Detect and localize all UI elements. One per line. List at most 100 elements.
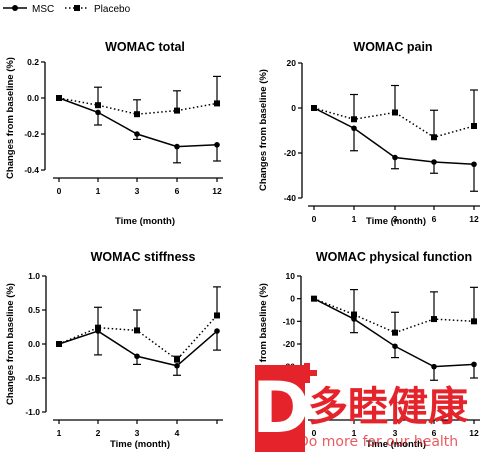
placebo-data-point [431,134,437,141]
panel-title: WOMAC total [105,40,185,54]
x-tick-label: 12 [469,428,479,438]
placebo-data-point [174,356,180,363]
x-tick-label: 1 [57,428,62,438]
msc-data-point [392,154,398,161]
placebo-data-point [56,95,62,101]
y-tick-label: 0 [291,103,296,113]
watermark-logo-letter: D [252,367,310,449]
y-axis-label: Changes from baseline (%) [5,283,16,405]
msc-data-point [214,142,220,148]
placebo-series-line [58,314,218,361]
placebo-data-point [392,109,398,116]
msc-data-point [471,361,477,368]
x-tick-label: 1 [352,428,357,438]
msc-data-point [471,161,477,168]
legend: MSC Placebo [3,4,131,15]
y-tick-label: -0.2 [24,129,39,139]
legend-placebo-label: Placebo [94,4,131,15]
legend-placebo-marker [74,5,80,11]
msc-series-line [58,330,218,367]
placebo-data-point [134,111,140,118]
placebo-data-point [431,316,437,323]
panel-title: WOMAC stiffness [91,250,196,264]
x-tick-label: 0 [312,214,317,224]
msc-data-point [351,316,357,322]
y-axis-label: Changes from baseline (%) [258,283,269,405]
x-tick-label: 3 [135,186,140,196]
y-tick-label: 0.2 [27,57,39,67]
x-tick-label: 3 [393,214,398,224]
x-tick-label: 12 [469,214,479,224]
placebo-data-point [56,341,62,347]
panel-womac-total: WOMAC total Changes from baseline (%) Ti… [5,40,223,227]
placebo-data-point [134,327,140,334]
placebo-data-point [174,107,180,114]
watermark-cn-text: 多睦健康 [308,384,468,430]
watermark-plus-v [304,363,310,383]
placebo-data-point [351,311,357,318]
msc-data-point [174,362,180,369]
x-axis-label: Time (month) [115,216,175,227]
msc-data-point [431,159,437,165]
legend-msc-marker [12,5,18,11]
x-tick-label: 12 [212,186,222,196]
msc-data-point [351,125,357,132]
y-tick-label: -20 [283,339,296,349]
y-axis-label: Changes from baseline (%) [5,57,16,179]
x-tick-label: 0 [57,186,62,196]
msc-data-point [431,363,437,370]
x-tick-label: 1 [96,186,101,196]
msc-data-point [95,109,101,116]
placebo-data-point [95,102,101,109]
panel-womac-stiffness: WOMAC stiffness Changes from baseline (%… [5,250,223,450]
watermark-logo-block [255,365,305,452]
x-tick-label: 6 [175,186,180,196]
y-tick-label: 0.0 [27,93,39,103]
x-tick-label: 6 [432,214,437,224]
y-tick-label: -0.4 [24,165,39,175]
x-tick-label: 0 [312,428,317,438]
placebo-data-point [351,116,357,123]
placebo-series-line [58,97,218,115]
y-tick-label: -20 [284,148,297,158]
placebo-data-point [471,318,477,325]
x-tick-label: 3 [135,428,140,438]
msc-data-point [134,353,140,360]
y-tick-label: 0.5 [28,305,40,315]
watermark: D 多睦健康 Do more for our health [252,363,468,452]
msc-data-point [174,143,180,150]
y-tick-label: 1.0 [28,271,40,281]
y-tick-label: -10 [283,316,296,326]
placebo-data-point [214,100,220,107]
placebo-data-point [471,123,477,129]
watermark-en-text: Do more for our health [298,434,458,450]
panel-title: WOMAC physical function [316,250,472,264]
placebo-series-line [313,297,475,334]
y-axis-label: Changes from baseline (%) [258,69,269,191]
x-tick-label: 4 [175,428,180,438]
y-tick-label: -0.5 [25,373,40,383]
legend-msc-label: MSC [32,4,54,15]
x-axis-label: Time (month) [366,216,426,227]
x-tick-label: 3 [393,428,398,438]
y-tick-label: 20 [287,58,297,68]
x-tick-label: 6 [432,428,437,438]
x-axis-label: Time (month) [366,439,426,450]
y-tick-label: 10 [286,271,296,281]
x-axis-label: Time (month) [110,439,170,450]
placebo-data-point [311,295,317,302]
y-tick-label: -1.0 [25,407,40,417]
y-tick-label: 0 [290,294,295,304]
x-tick-label: 1 [352,214,357,224]
msc-data-point [134,131,140,137]
y-tick-label: 0.0 [28,339,40,349]
y-tick-label: -40 [284,193,297,203]
x-tick-label: 2 [96,428,101,438]
msc-data-point [392,343,398,350]
placebo-data-point [392,329,398,336]
msc-data-point [214,328,220,334]
panel-womac-pain: WOMAC pain Changes from baseline (%) Tim… [258,40,480,227]
panel-title: WOMAC pain [353,40,432,54]
placebo-data-point [311,105,317,111]
